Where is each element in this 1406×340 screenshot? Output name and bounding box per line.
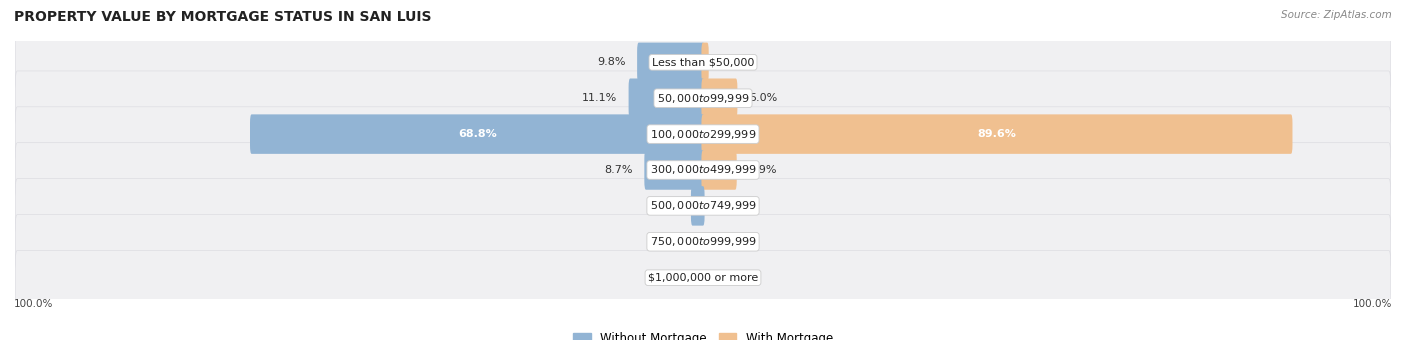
Text: 0.0%: 0.0% (672, 273, 700, 283)
FancyBboxPatch shape (15, 178, 1391, 233)
Text: 0.0%: 0.0% (706, 201, 734, 211)
Text: Less than $50,000: Less than $50,000 (652, 57, 754, 67)
FancyBboxPatch shape (644, 150, 704, 190)
FancyBboxPatch shape (702, 150, 737, 190)
Text: 100.0%: 100.0% (1353, 299, 1392, 308)
FancyBboxPatch shape (15, 107, 1391, 162)
Text: 0.63%: 0.63% (720, 57, 755, 67)
FancyBboxPatch shape (250, 114, 704, 154)
Text: 100.0%: 100.0% (14, 299, 53, 308)
Text: 0.0%: 0.0% (706, 237, 734, 247)
FancyBboxPatch shape (702, 79, 737, 118)
Text: 0.0%: 0.0% (706, 273, 734, 283)
Text: 5.0%: 5.0% (749, 93, 778, 103)
Text: 8.7%: 8.7% (605, 165, 633, 175)
FancyBboxPatch shape (702, 114, 1292, 154)
FancyBboxPatch shape (628, 79, 704, 118)
Legend: Without Mortgage, With Mortgage: Without Mortgage, With Mortgage (568, 328, 838, 340)
FancyBboxPatch shape (15, 215, 1391, 269)
Text: 4.9%: 4.9% (748, 165, 776, 175)
Text: Source: ZipAtlas.com: Source: ZipAtlas.com (1281, 10, 1392, 20)
FancyBboxPatch shape (690, 186, 704, 226)
FancyBboxPatch shape (702, 42, 709, 82)
Text: 0.0%: 0.0% (672, 237, 700, 247)
Text: $750,000 to $999,999: $750,000 to $999,999 (650, 235, 756, 248)
FancyBboxPatch shape (15, 71, 1391, 125)
Text: $1,000,000 or more: $1,000,000 or more (648, 273, 758, 283)
Text: $500,000 to $749,999: $500,000 to $749,999 (650, 199, 756, 212)
FancyBboxPatch shape (637, 42, 704, 82)
Text: $50,000 to $99,999: $50,000 to $99,999 (657, 92, 749, 105)
FancyBboxPatch shape (15, 35, 1391, 90)
FancyBboxPatch shape (15, 250, 1391, 305)
Text: $300,000 to $499,999: $300,000 to $499,999 (650, 164, 756, 176)
Text: $100,000 to $299,999: $100,000 to $299,999 (650, 128, 756, 141)
Text: 9.8%: 9.8% (598, 57, 626, 67)
FancyBboxPatch shape (15, 143, 1391, 197)
Text: 11.1%: 11.1% (582, 93, 617, 103)
Text: 68.8%: 68.8% (458, 129, 496, 139)
Text: 1.6%: 1.6% (651, 201, 679, 211)
Text: PROPERTY VALUE BY MORTGAGE STATUS IN SAN LUIS: PROPERTY VALUE BY MORTGAGE STATUS IN SAN… (14, 10, 432, 24)
Text: 89.6%: 89.6% (977, 129, 1017, 139)
